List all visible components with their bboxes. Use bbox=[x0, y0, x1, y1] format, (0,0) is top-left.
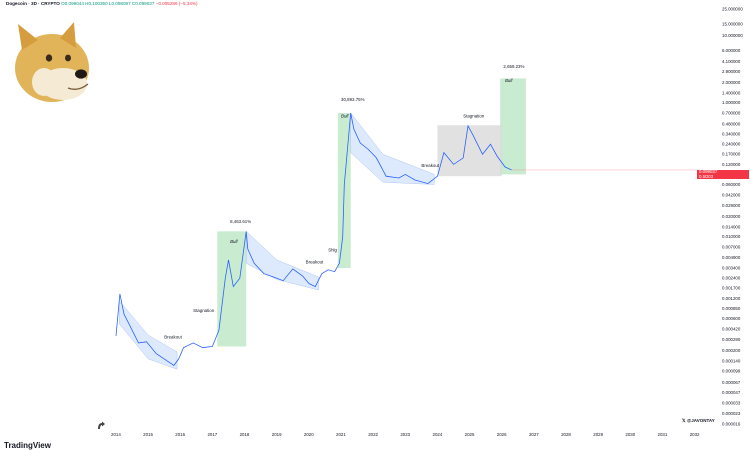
y-tick-label: 0.000850 bbox=[722, 306, 741, 311]
x-tick-label: 2032 bbox=[690, 432, 700, 437]
x-tick-label: 2023 bbox=[400, 432, 410, 437]
replay-icon[interactable] bbox=[96, 418, 106, 436]
annotation-label: Shlg bbox=[328, 248, 337, 253]
chart-zones bbox=[217, 78, 526, 347]
annotation-breakout: Breakout bbox=[164, 335, 182, 340]
y-tick-label: 0.003400 bbox=[722, 266, 741, 271]
y-tick-label: 0.001200 bbox=[722, 296, 741, 301]
x-tick-label: 2030 bbox=[625, 432, 635, 437]
x-tick-label: 2017 bbox=[207, 432, 217, 437]
y-tick-label: 25.000000 bbox=[722, 7, 743, 12]
y-tick-label: 0.001700 bbox=[722, 286, 741, 291]
x-tick-label: 2022 bbox=[368, 432, 378, 437]
y-tick-label: 0.000047 bbox=[722, 390, 741, 395]
y-tick-label: 0.014000 bbox=[722, 224, 741, 229]
x-logo-icon: 𝕏 bbox=[682, 418, 686, 423]
x-tick-label: 2026 bbox=[497, 432, 507, 437]
x-tick-label: 2029 bbox=[593, 432, 603, 437]
chart-annotations: Stagnation Breakout 8,463.61% Bull Breakout S… bbox=[164, 64, 524, 340]
y-tick-label: 0.002400 bbox=[722, 276, 741, 281]
y-tick-label: 0.120000 bbox=[722, 162, 741, 167]
y-tick-label: 0.000290 bbox=[722, 337, 741, 342]
y-tick-label: 0.000016 bbox=[722, 422, 741, 427]
annotation-stagnation: Stagnation bbox=[463, 114, 485, 119]
annotation-gain: 30,893.75% bbox=[341, 97, 365, 102]
channel-polygon bbox=[350, 112, 435, 185]
y-tick-label: 1.400000 bbox=[722, 90, 741, 95]
y-tick-label: 2.900000 bbox=[722, 69, 741, 74]
x-tick-label: 2015 bbox=[143, 432, 153, 437]
tradingview-logo-icon[interactable]: TradingView bbox=[4, 441, 51, 450]
x-tick-label: 2028 bbox=[561, 432, 571, 437]
annotation-bull: Bull bbox=[230, 239, 238, 244]
annotation-breakout: Breakout bbox=[421, 163, 439, 168]
y-tick-label: 4.100000 bbox=[722, 59, 741, 64]
x-tick-label: 2024 bbox=[433, 432, 443, 437]
x-tick-label: 2031 bbox=[658, 432, 668, 437]
channel-polygon bbox=[245, 230, 319, 291]
x-tick-label: 2019 bbox=[272, 432, 282, 437]
chart-header: Dogecoin · 3D · CRYPTO O0.099044 H0.1003… bbox=[6, 1, 198, 6]
y-tick-label: 0.000033 bbox=[722, 400, 741, 405]
y-tick-label: 0.000600 bbox=[722, 316, 741, 321]
y-tick-label: 0.170000 bbox=[722, 152, 741, 157]
x-axis[interactable]: 2014 2015 2016 2017 2018 2019 2020 2021 2022 2023… bbox=[111, 432, 700, 437]
price-change: −0.005286 (−5.34%) bbox=[155, 1, 198, 6]
tradingview-logo-text: TradingView bbox=[4, 441, 51, 450]
annotation-gain: 8,463.61% bbox=[230, 219, 251, 224]
y-tick-label: 2.000000 bbox=[722, 80, 741, 85]
y-tick-label: 15.000000 bbox=[722, 21, 743, 26]
annotation-gain: 2,659.23% bbox=[503, 64, 524, 69]
stagnation-zone bbox=[437, 125, 502, 177]
y-tick-label: 10.000000 bbox=[722, 33, 743, 38]
y-tick-label: 0.480000 bbox=[722, 122, 741, 127]
ohlc-values: O0.099044 H0.100350 L0.098087 C0.099037 bbox=[61, 1, 155, 6]
y-tick-label: 1.000000 bbox=[722, 100, 741, 105]
y-axis[interactable]: 25.000000 15.000000 10.000000 6.000000 4.100… bbox=[722, 7, 743, 427]
price-series bbox=[115, 112, 700, 366]
current-price-sub: 0.5D03 bbox=[699, 173, 714, 179]
channel-polygon bbox=[118, 300, 178, 370]
y-tick-label: 0.029000 bbox=[722, 203, 741, 208]
author-handle: @JAVONTAY bbox=[686, 418, 715, 423]
x-tick-label: 2014 bbox=[111, 432, 121, 437]
y-tick-label: 0.042000 bbox=[722, 192, 741, 197]
x-tick-label: 2016 bbox=[175, 432, 185, 437]
y-tick-label: 6.000000 bbox=[722, 48, 741, 53]
y-tick-label: 0.020000 bbox=[722, 214, 741, 219]
y-tick-label: 0.000099 bbox=[722, 368, 741, 373]
y-tick-label: 0.340000 bbox=[722, 132, 741, 137]
trend-channels bbox=[118, 112, 435, 370]
x-tick-label: 2025 bbox=[465, 432, 475, 437]
bull-zone bbox=[217, 231, 247, 347]
y-tick-label: 0.010000 bbox=[722, 234, 741, 239]
annotation-bull: Bull bbox=[341, 114, 349, 119]
x-tick-label: 2020 bbox=[304, 432, 314, 437]
y-tick-label: 0.060000 bbox=[722, 182, 741, 187]
x-tick-label: 2027 bbox=[529, 432, 539, 437]
y-tick-label: 0.700000 bbox=[722, 111, 741, 116]
bull-zone bbox=[500, 78, 526, 175]
annotation-stagnation: Stagnation bbox=[193, 308, 215, 313]
current-price-tag: 0.099037 0.5D03 bbox=[697, 169, 749, 179]
y-tick-label: 0.000140 bbox=[722, 358, 741, 363]
price-line bbox=[115, 112, 512, 366]
symbol-title[interactable]: Dogecoin · 3D · CRYPTO bbox=[6, 1, 60, 6]
author-credit: 𝕏 @JAVONTAY bbox=[682, 418, 715, 424]
current-price-label: 0.099037 bbox=[699, 169, 718, 174]
doge-mascot-icon bbox=[8, 18, 94, 109]
x-tick-label: 2021 bbox=[336, 432, 346, 437]
y-tick-label: 0.007000 bbox=[722, 245, 741, 250]
x-tick-label: 2018 bbox=[240, 432, 250, 437]
y-tick-label: 0.000200 bbox=[722, 348, 741, 353]
y-tick-label: 0.240000 bbox=[722, 142, 741, 147]
annotation-bull: Bull bbox=[505, 78, 513, 83]
y-tick-label: 0.000067 bbox=[722, 380, 741, 385]
annotation-breakout: Breakout bbox=[306, 259, 324, 264]
y-tick-label: 0.000420 bbox=[722, 326, 741, 331]
y-tick-label: 0.000023 bbox=[722, 411, 741, 416]
y-tick-label: 0.004900 bbox=[722, 255, 741, 260]
